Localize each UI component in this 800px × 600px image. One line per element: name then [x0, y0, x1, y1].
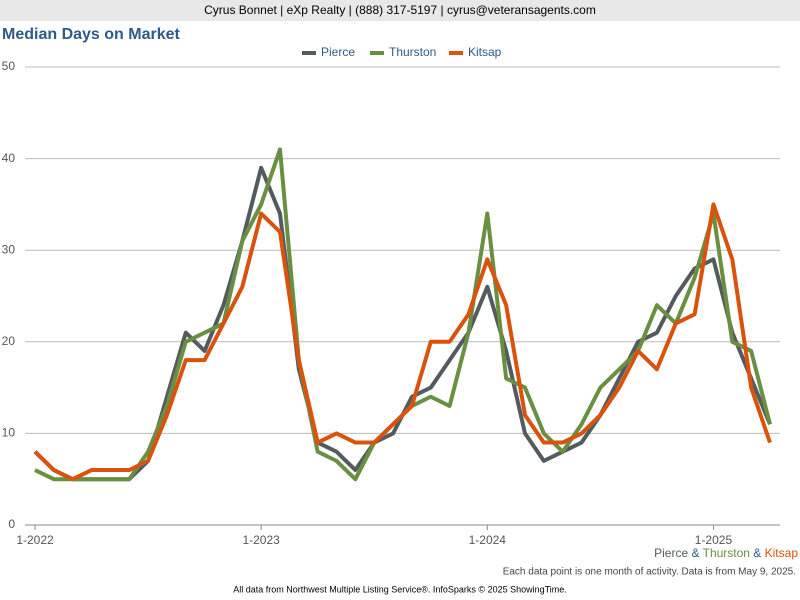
series-line — [33, 165, 772, 482]
y-tick-label: 40 — [2, 151, 16, 165]
y-tick-label: 50 — [2, 59, 16, 73]
header-band — [0, 0, 800, 21]
y-tick-label: 10 — [2, 426, 16, 440]
header: Cyrus Bonnet | eXp Realty | (888) 317-51… — [204, 3, 596, 17]
note: Each data point is one month of activity… — [503, 567, 796, 578]
series-line — [34, 147, 772, 482]
series-note-name: Thurston — [703, 546, 750, 560]
y-tick-label: 20 — [2, 334, 16, 348]
y-tick-label: 30 — [2, 242, 16, 256]
separator: & — [688, 546, 702, 560]
x-tick-label: 1-2024 — [469, 533, 507, 547]
y-tick-label: 0 — [8, 517, 15, 531]
chart-title: Median Days on Market — [2, 26, 181, 43]
legend-label: Pierce — [321, 45, 355, 59]
series-note-name: Kitsap — [765, 546, 799, 560]
series-note: Pierce & Thurston & Kitsap — [654, 546, 798, 560]
legend-label: Thurston — [389, 45, 436, 59]
source: All data from Northwest Multiple Listing… — [233, 584, 567, 594]
legend-label: Kitsap — [468, 45, 502, 59]
series-note-name: Pierce — [654, 546, 688, 560]
separator: & — [750, 546, 765, 560]
x-tick-label: 1-2023 — [242, 533, 280, 547]
series-line — [33, 202, 772, 482]
x-tick-label: 1-2022 — [16, 533, 54, 547]
x-tick-label: 1-2025 — [695, 533, 733, 547]
